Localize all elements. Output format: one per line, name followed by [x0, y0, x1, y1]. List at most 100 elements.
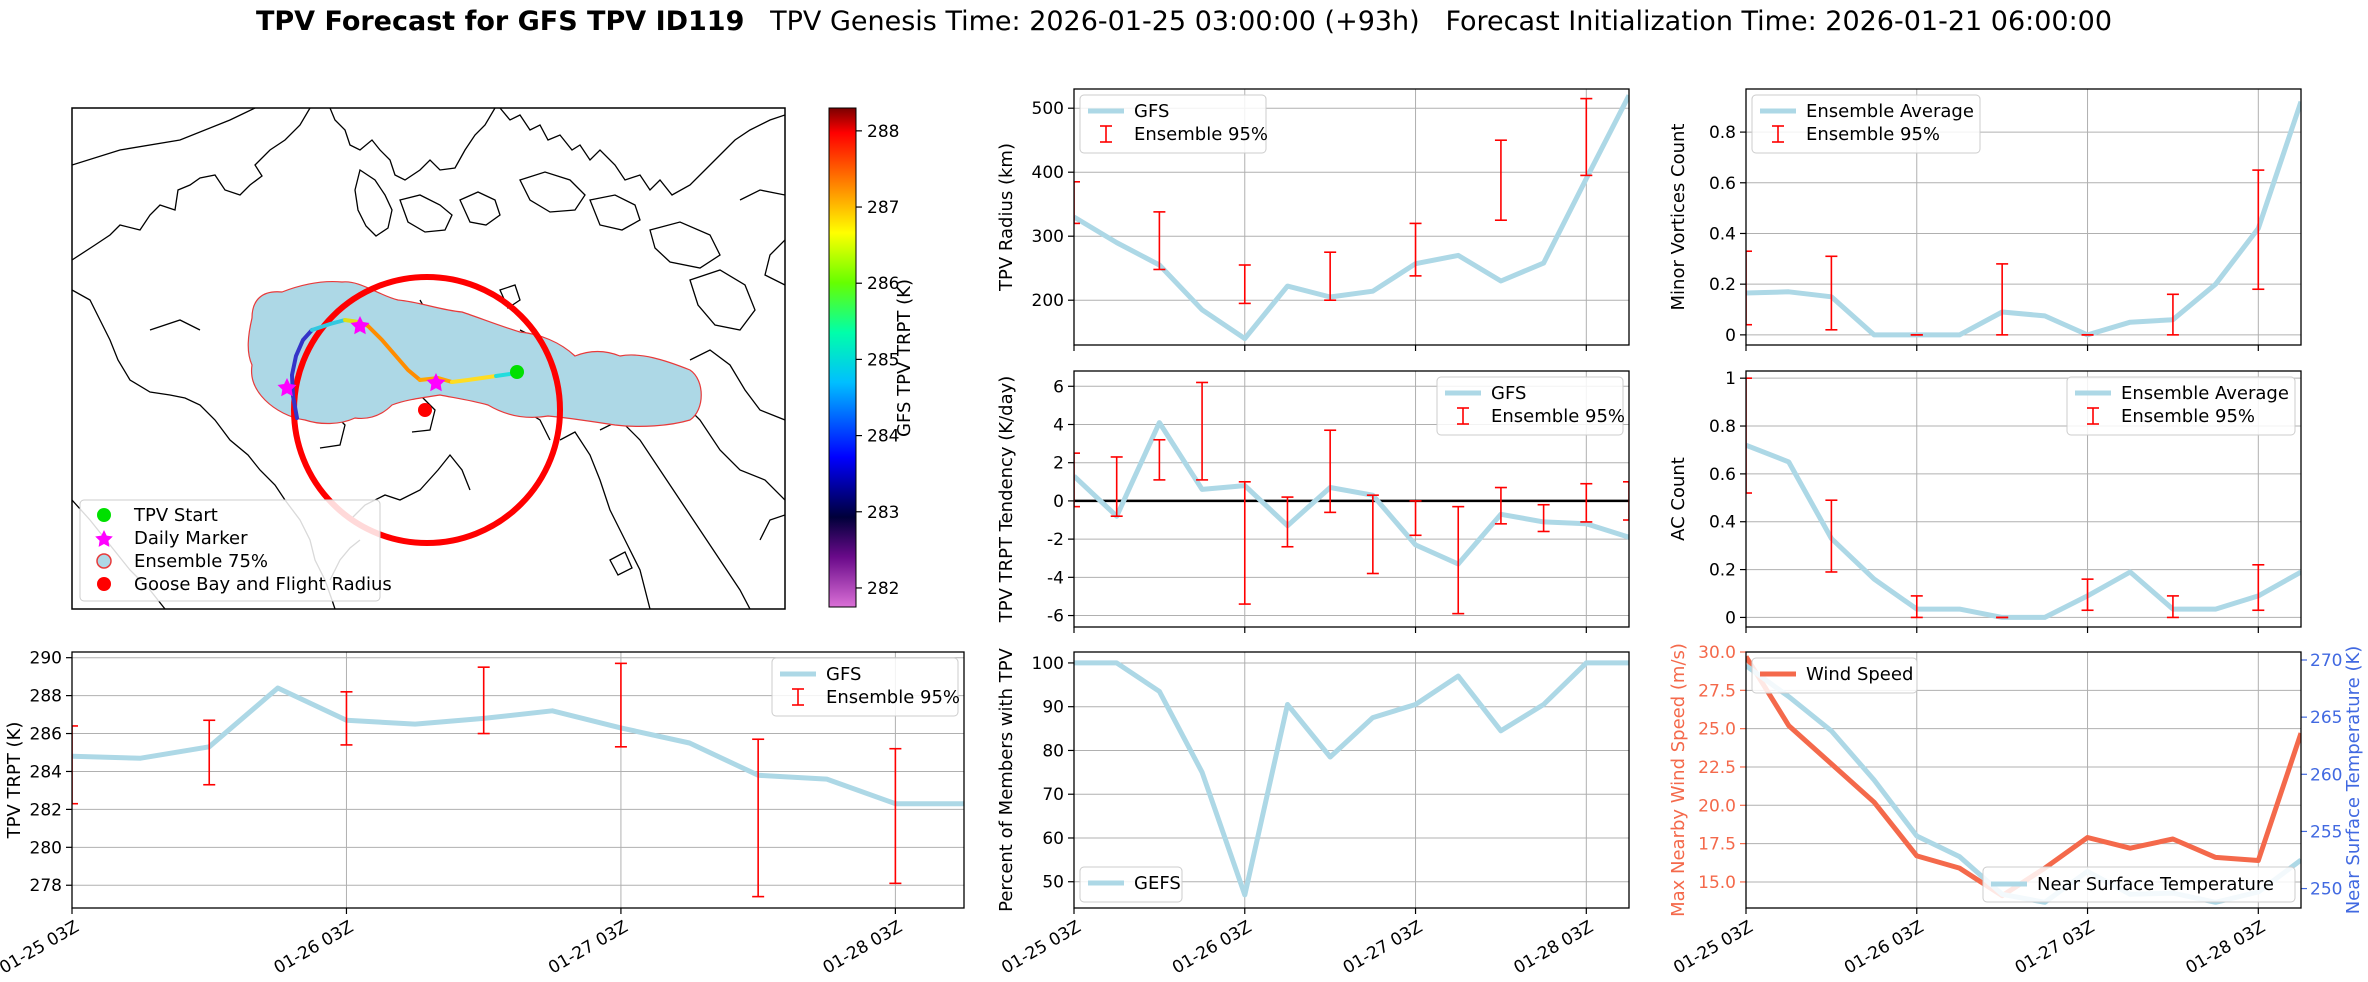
map-legend-item: Daily Marker	[134, 528, 248, 549]
legend-label: Ensemble 95%	[1491, 406, 1625, 427]
error-bar	[203, 719, 216, 786]
legend-wind_temp: Wind Speed	[1751, 657, 1918, 694]
legend-goose-bay-icon	[97, 577, 111, 591]
series-line-radius	[1074, 94, 1629, 342]
data-point	[689, 742, 691, 744]
data-point	[1286, 285, 1288, 287]
data-point	[1873, 334, 1875, 336]
daily-markers	[277, 316, 446, 397]
data-point	[1116, 242, 1118, 244]
colorbar: 282 283 284 285 286 287 288 GFS TPV TRPT (K)	[828, 107, 915, 608]
x-tick-label: 01-26 03Z	[1841, 917, 1927, 978]
error-bar	[1196, 381, 1209, 481]
legend-box	[771, 657, 959, 717]
data-point	[1958, 608, 1960, 610]
y-tick-label: 0.2	[1709, 275, 1736, 295]
data-point	[1457, 254, 1459, 256]
error-bar	[1366, 494, 1379, 575]
data-point	[277, 687, 279, 689]
error-bar	[2166, 595, 2179, 619]
data-point	[1329, 756, 1331, 758]
map-legend-item: Ensemble 75%	[134, 551, 268, 572]
legend-label: Near Surface Temperature	[2037, 874, 2274, 895]
y-tick-label: 17.5	[1698, 835, 1736, 855]
y-tick-label: 0.4	[1709, 224, 1736, 244]
colorbar-tick-label: 286	[867, 274, 899, 294]
y-tick-label: 500	[1032, 99, 1064, 119]
error-bar	[2081, 578, 2094, 612]
tpv-start-marker	[510, 365, 524, 379]
y2-tick-label: 250	[2310, 880, 2342, 900]
legend-label: Ensemble 95%	[1134, 124, 1268, 145]
colorbar-tick-label: 285	[867, 350, 899, 370]
legend-label: GEFS	[1134, 873, 1181, 894]
legend-label: Ensemble Average	[1806, 101, 1974, 122]
y-tick-label: 60	[1042, 829, 1064, 849]
data-point	[1415, 704, 1417, 706]
legend-star-icon	[95, 530, 113, 547]
colorbar-tick-label: 288	[867, 122, 899, 142]
axes-frame	[1073, 651, 1630, 909]
error-bar	[2252, 169, 2265, 291]
error-bar	[1494, 139, 1507, 221]
y-tick-label: 284	[30, 762, 62, 782]
data-point	[1958, 867, 1960, 869]
legend-box	[1751, 657, 1918, 694]
y-tick-label: 15.0	[1698, 873, 1736, 893]
ensemble-75-region	[247, 280, 702, 427]
series-line-trpt	[72, 685, 964, 807]
data-point	[1158, 422, 1160, 424]
data-point	[414, 723, 416, 725]
y-tick-label: 0.6	[1709, 174, 1736, 194]
error-bar	[477, 666, 490, 735]
y-tick-label: 20.0	[1698, 796, 1736, 816]
data-point	[1244, 894, 1246, 896]
error-bar	[1238, 264, 1251, 305]
legend-label: GFS	[826, 664, 861, 685]
daily-marker	[426, 373, 446, 392]
y-tick-label: 100	[1032, 654, 1064, 674]
y-tick-label: 286	[30, 725, 62, 745]
y-axis-label: Max Nearby Wind Speed (m/s)	[1668, 643, 1689, 917]
data-point	[2215, 856, 2217, 858]
y-tick-label: 1	[1725, 369, 1736, 389]
y-tick-label: -6	[1047, 607, 1064, 627]
legend-label: Ensemble 95%	[826, 687, 960, 708]
temperature-point	[1958, 856, 1960, 858]
data-point	[2044, 315, 2046, 317]
y-tick-label: 288	[30, 687, 62, 707]
x-tick-label: 01-28 03Z	[820, 917, 906, 978]
data-point	[1372, 717, 1374, 719]
data-point	[1585, 523, 1587, 525]
error-bar	[1580, 97, 1593, 177]
error-bar	[72, 725, 78, 805]
axes-frame	[1073, 370, 1630, 628]
axes-frame	[1745, 88, 2302, 346]
x-tick-label: 01-27 03Z	[1340, 917, 1426, 978]
data-point	[2087, 836, 2089, 838]
data-point	[551, 710, 553, 712]
data-point	[1201, 771, 1203, 773]
data-point	[1788, 291, 1790, 293]
y-tick-label: 280	[30, 838, 62, 858]
legend-label: Wind Speed	[1806, 664, 1913, 685]
series-line-ac	[1746, 442, 2301, 620]
error-bar	[614, 662, 627, 748]
error-bar	[2166, 293, 2179, 336]
error-bar	[1537, 503, 1550, 533]
legend-box	[1079, 94, 1267, 154]
legend-label: Ensemble Average	[2121, 383, 2289, 404]
data-point	[1244, 338, 1246, 340]
title-main: TPV Forecast for GFS TPV ID119	[255, 6, 745, 37]
legend-box	[1982, 866, 2296, 903]
data-point	[1543, 262, 1545, 264]
x-tick-label: 01-27 03Z	[2012, 917, 2098, 978]
daily-marker	[350, 316, 370, 335]
legend-ensemble-icon	[96, 553, 112, 569]
error-bar	[1074, 452, 1080, 508]
y-axis-label: Percent of Members with TPV	[996, 647, 1017, 911]
temperature-point	[1830, 730, 1832, 732]
